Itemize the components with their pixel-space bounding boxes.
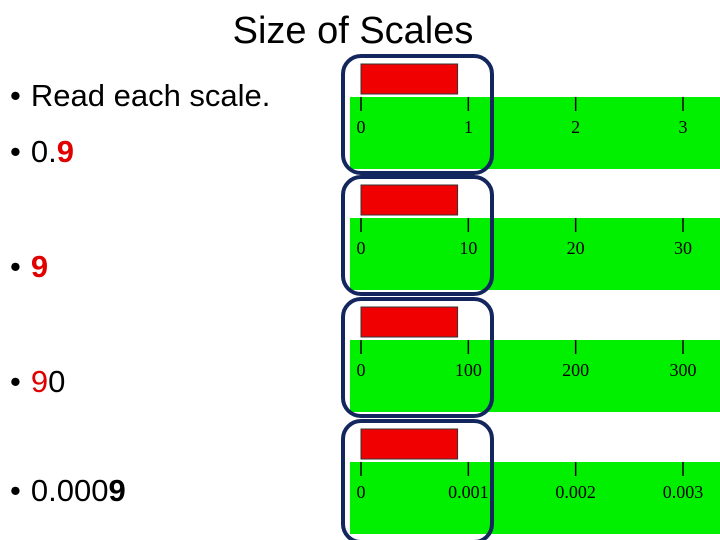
bullet-text: Read each scale.: [30, 78, 271, 113]
scale-bar: [350, 340, 720, 412]
bullet-text: 9: [30, 249, 49, 284]
reading-bar: [360, 63, 459, 95]
tick-label: 0: [357, 360, 366, 380]
bullet: 9: [10, 249, 48, 285]
tick-label: 1: [464, 117, 473, 137]
tick-label: 20: [567, 238, 585, 258]
bullet-text: 0: [48, 364, 66, 399]
tick-label: 0: [357, 117, 366, 137]
scale-bar: [350, 218, 720, 290]
tick-label: 100: [455, 360, 482, 380]
tick-label: 3: [679, 117, 688, 137]
tick-label: 200: [562, 360, 589, 380]
bullet: 0.9: [10, 134, 74, 170]
bullet-text: 9: [56, 134, 74, 169]
tick-label: 30: [674, 238, 692, 258]
tick-label: 2: [571, 117, 580, 137]
tick-label: 300: [670, 360, 697, 380]
reading-bar: [360, 306, 459, 338]
tick-label: 0.001: [448, 482, 489, 502]
bullet: 0.0009: [10, 473, 126, 509]
bullet-text: 9: [30, 364, 49, 399]
tick-label: 0.003: [663, 482, 704, 502]
tick-label: 0: [357, 238, 366, 258]
bullet-text: 0.: [30, 134, 57, 169]
highlight-frame: [341, 54, 494, 175]
scale-bar: [350, 462, 720, 534]
tick-label: 0.002: [555, 482, 596, 502]
tick-label: 10: [459, 238, 477, 258]
highlight-frame: [341, 297, 494, 418]
bullet: Read each scale.: [10, 78, 271, 114]
reading-bar: [360, 184, 459, 216]
highlight-frame: [341, 175, 494, 296]
bullet: 90: [10, 364, 66, 400]
highlight-frame: [341, 419, 494, 540]
bullet-text: 0.000: [30, 473, 109, 508]
slide-title: Size of Scales: [232, 10, 474, 52]
bullet-text: 9: [108, 473, 126, 508]
reading-bar: [360, 428, 459, 460]
scale-bar: [350, 97, 720, 169]
tick-label: 0: [357, 482, 366, 502]
